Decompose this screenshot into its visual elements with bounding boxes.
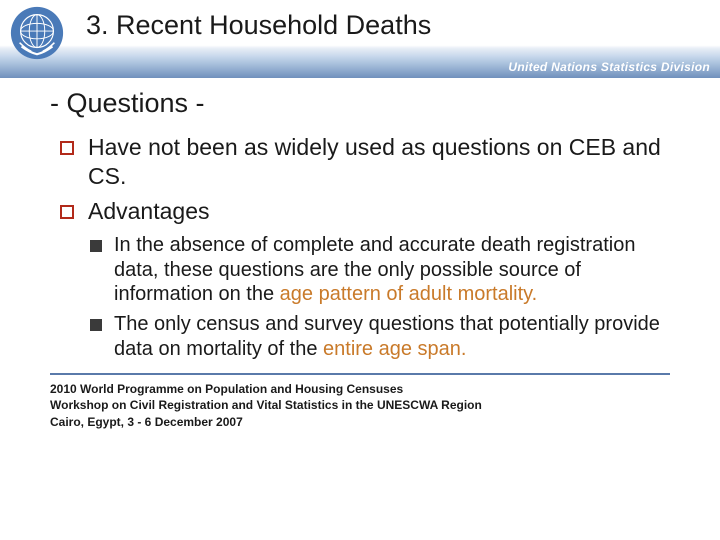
- bullet-level1: Advantages: [60, 197, 680, 226]
- square-outline-icon: [60, 141, 74, 155]
- bullet-text: Advantages: [88, 197, 209, 226]
- bullet-text: The only census and survey questions tha…: [114, 312, 680, 361]
- square-fill-icon: [90, 240, 102, 252]
- footer: 2010 World Programme on Population and H…: [50, 381, 670, 430]
- footer-line: 2010 World Programme on Population and H…: [50, 381, 670, 397]
- footer-divider: [50, 373, 670, 375]
- content-area: Have not been as widely used as question…: [0, 133, 720, 361]
- un-logo-icon: [8, 4, 66, 62]
- slide-title: 3. Recent Household Deaths: [86, 10, 431, 41]
- bullet-level2: In the absence of complete and accurate …: [90, 233, 680, 306]
- bullet-highlight: entire age span.: [323, 338, 466, 360]
- bullet-level1: Have not been as widely used as question…: [60, 133, 680, 191]
- square-fill-icon: [90, 319, 102, 331]
- bullet-level2: The only census and survey questions tha…: [90, 312, 680, 361]
- square-outline-icon: [60, 205, 74, 219]
- bullet-text: Have not been as widely used as question…: [88, 133, 680, 191]
- header-bar: 3. Recent Household Deaths United Nation…: [0, 0, 720, 78]
- slide-subtitle: - Questions -: [50, 88, 720, 119]
- footer-line: Cairo, Egypt, 3 - 6 December 2007: [50, 414, 670, 430]
- bullet-text: In the absence of complete and accurate …: [114, 233, 680, 306]
- footer-line: Workshop on Civil Registration and Vital…: [50, 397, 670, 413]
- bullet-highlight: age pattern of adult mortality.: [280, 283, 538, 305]
- division-label: United Nations Statistics Division: [508, 60, 710, 74]
